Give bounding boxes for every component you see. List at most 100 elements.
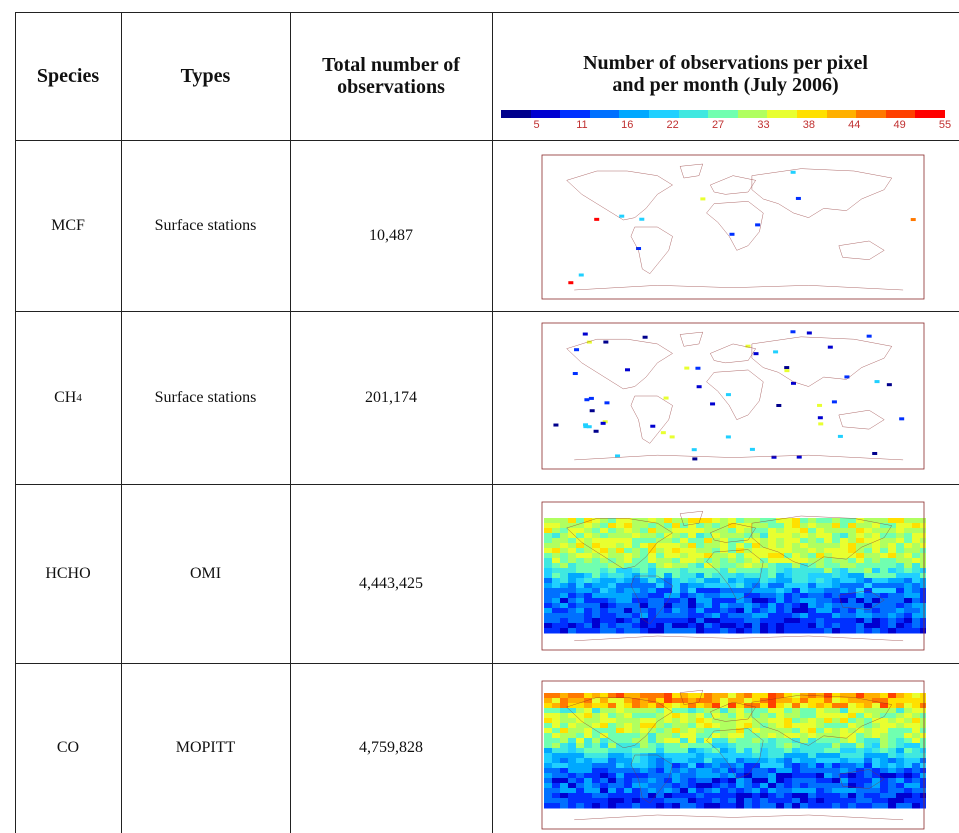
observation-pixel xyxy=(856,528,865,534)
observation-pixel xyxy=(728,598,737,604)
observation-pixel xyxy=(792,803,801,809)
observation-pixel xyxy=(856,743,865,749)
observation-pixel xyxy=(840,708,849,714)
observation-pixel xyxy=(784,698,793,704)
observation-pixel xyxy=(832,578,841,584)
observation-pixel xyxy=(704,743,713,749)
observation-pixel xyxy=(592,568,601,574)
observation-pixel xyxy=(656,723,665,729)
observation-pixel xyxy=(840,728,849,734)
observation-pixel xyxy=(790,381,796,385)
observation-pixel xyxy=(880,693,889,699)
observation-pixel xyxy=(744,728,753,734)
observation-pixel xyxy=(736,778,745,784)
observation-pixel xyxy=(904,798,913,804)
observation-pixel xyxy=(584,608,593,614)
observation-pixel xyxy=(640,578,649,584)
observation-pixel xyxy=(880,798,889,804)
observation-pixel xyxy=(560,613,569,619)
observation-pixel xyxy=(592,548,601,554)
observation-pixel xyxy=(616,598,625,604)
observation-pixel xyxy=(576,698,585,704)
observation-pixel xyxy=(840,743,849,749)
observation-pixel xyxy=(616,753,625,759)
observation-pixel xyxy=(864,618,873,624)
observation-pixel xyxy=(832,778,841,784)
observation-pixel xyxy=(568,568,577,574)
observation-pixel xyxy=(880,553,889,559)
observation-pixel xyxy=(680,533,689,539)
table-rule xyxy=(492,12,493,833)
observation-pixel xyxy=(592,788,601,794)
observation-pixel xyxy=(736,608,745,614)
observation-pixel xyxy=(736,628,745,634)
observation-pixel xyxy=(888,583,897,589)
observation-pixel xyxy=(720,743,729,749)
observation-pixel xyxy=(904,553,913,559)
observation-pixel xyxy=(624,713,633,719)
observation-pixel xyxy=(912,618,921,624)
observation-pixel xyxy=(848,543,857,549)
observation-pixel xyxy=(664,603,673,609)
observation-pixel xyxy=(784,578,793,584)
observation-pixel xyxy=(568,723,577,729)
observation-pixel xyxy=(856,548,865,554)
observation-pixel xyxy=(832,703,841,709)
observation-pixel xyxy=(912,778,921,784)
row-co-species: CO xyxy=(15,663,121,833)
observation-pixel xyxy=(768,628,777,634)
observation-pixel xyxy=(600,728,609,734)
observation-pixel xyxy=(840,523,849,529)
observation-pixel xyxy=(648,723,657,729)
observation-pixel xyxy=(592,763,601,769)
observation-pixel xyxy=(808,558,817,564)
observation-pixel xyxy=(624,783,633,789)
observation-pixel xyxy=(896,733,905,739)
colorbar-segment xyxy=(856,110,886,118)
observation-pixel xyxy=(896,573,905,579)
observation-pixel xyxy=(696,558,705,564)
observation-pixel xyxy=(736,618,745,624)
observation-pixel xyxy=(560,738,569,744)
observation-pixel xyxy=(544,733,553,739)
observation-pixel xyxy=(904,618,913,624)
observation-pixel xyxy=(696,743,705,749)
observation-pixel xyxy=(880,788,889,794)
observation-pixel xyxy=(560,588,569,594)
observation-pixel xyxy=(616,733,625,739)
observation-pixel xyxy=(728,748,737,754)
observation-pixel xyxy=(768,753,777,759)
observation-pixel xyxy=(584,723,593,729)
observation-pixel xyxy=(688,748,697,754)
row-hcho-species: HCHO xyxy=(15,484,121,663)
observation-pixel xyxy=(864,708,873,714)
observation-pixel xyxy=(744,543,753,549)
observation-pixel xyxy=(608,803,617,809)
observation-pixel xyxy=(752,588,761,594)
observation-pixel xyxy=(864,798,873,804)
observation-pixel xyxy=(800,763,809,769)
observation-pixel xyxy=(592,718,601,724)
observation-pixel xyxy=(920,743,926,749)
observation-pixel xyxy=(593,429,599,433)
observation-pixel xyxy=(874,380,880,384)
observation-pixel xyxy=(792,793,801,799)
observation-pixel xyxy=(808,788,817,794)
observation-pixel xyxy=(752,723,761,729)
observation-pixel xyxy=(896,598,905,604)
observation-pixel xyxy=(608,603,617,609)
observation-pixel xyxy=(728,543,737,549)
observation-pixel xyxy=(752,743,761,749)
observation-pixel xyxy=(568,773,577,779)
observation-pixel xyxy=(824,693,833,699)
observation-pixel xyxy=(872,563,881,569)
observation-pixel xyxy=(553,423,559,427)
observation-pixel xyxy=(624,553,633,559)
observation-pixel xyxy=(824,623,833,629)
observation-pixel xyxy=(664,543,673,549)
observation-pixel xyxy=(864,773,873,779)
observation-pixel xyxy=(776,613,785,619)
observation-pixel xyxy=(552,788,561,794)
observation-pixel xyxy=(664,693,673,699)
observation-pixel xyxy=(640,803,649,809)
